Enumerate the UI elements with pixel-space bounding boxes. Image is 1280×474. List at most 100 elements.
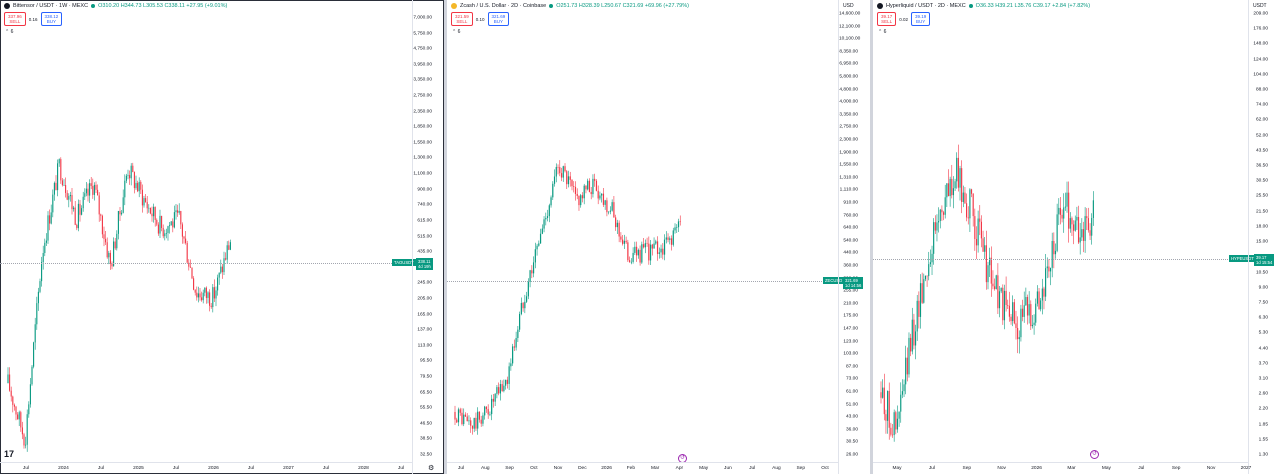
indicators-toggle[interactable]: ⌃ 6 — [878, 29, 887, 35]
sell-button[interactable]: 39.17 SELL — [877, 12, 897, 26]
candle-down — [151, 213, 153, 217]
candlestick-plot[interactable] — [873, 0, 1248, 462]
candle-down — [205, 287, 207, 298]
candle-up — [630, 261, 632, 263]
chart-pane-hype[interactable]: Hyperliquid / USDT · 2D · MEXC O36.33 H3… — [873, 0, 1280, 474]
buy-button[interactable]: 39.19 BUY — [911, 12, 931, 26]
time-axis[interactable]: May Jul Sep Nov 2026 Mar May Jul Sep Nov 2027 — [873, 462, 1251, 474]
candle-down — [635, 246, 638, 256]
candle-down — [180, 210, 182, 225]
candle-up — [47, 215, 49, 241]
candle-down — [172, 221, 174, 228]
candle-down — [97, 189, 99, 196]
goto-realtime-icon[interactable]: ↺ — [1090, 450, 1099, 459]
price-axis[interactable]: USD 14,600.00 12,100.00 10,100.00 8,350.00 6… — [838, 0, 870, 474]
symbol-title[interactable]: Zcash / U.S. Dollar · 2D · Coinbase — [460, 3, 547, 9]
candle-up — [903, 384, 905, 392]
symbol-title[interactable]: Hyperliquid / USDT · 2D · MEXC — [886, 3, 966, 9]
candle-down — [149, 207, 151, 214]
buy-button[interactable]: 321.69 BUY — [487, 12, 510, 26]
candle-up — [552, 183, 554, 198]
candle-down — [595, 180, 598, 191]
candlestick-plot[interactable] — [0, 0, 412, 462]
buy-button[interactable]: 338.12 BUY — [40, 12, 63, 26]
price-tick-label: 8,350.00 — [839, 49, 858, 55]
candle-down — [485, 406, 488, 410]
time-axis[interactable]: Jul Aug Sep Oct Nov Dec 2026 Feb Mar Apr May Jun Jul… — [447, 462, 838, 474]
candle-up — [494, 393, 496, 402]
candle-up — [660, 248, 662, 253]
price-tick-label: 515.00 — [417, 234, 432, 239]
candle-down — [941, 209, 943, 213]
candle-up — [936, 222, 938, 231]
candle-up — [887, 390, 889, 421]
candle-up — [929, 262, 931, 265]
candle-up — [1020, 308, 1022, 338]
candle-up — [499, 384, 502, 394]
price-tick-label: 51.00 — [845, 402, 858, 408]
candle-down — [459, 409, 461, 413]
time-tick-label: Mar — [1067, 466, 1076, 471]
candle-up — [674, 227, 676, 231]
candle-up — [121, 212, 123, 215]
candle-down — [967, 217, 969, 219]
candle-up — [1018, 337, 1020, 340]
price-axis[interactable]: 7,000.00 5,750.00 4,750.00 3,950.00 3,350.00… — [412, 0, 444, 474]
time-axis[interactable]: Jul 2024 Jul 2025 Jul 2026 Jul 2027 Jul 2028 Jul — [0, 462, 412, 474]
indicators-toggle[interactable]: ⌃ 6 — [452, 29, 461, 35]
candle-up — [1023, 305, 1025, 317]
candle-down — [1086, 216, 1088, 219]
time-tick-label: Oct — [530, 466, 538, 471]
candlestick-plot[interactable] — [447, 0, 838, 462]
tradingview-logo-icon[interactable]: 17 — [4, 449, 15, 459]
candle-down — [1043, 288, 1045, 297]
candle-up — [919, 283, 922, 317]
candle-down — [906, 357, 908, 375]
candle-down — [1071, 218, 1073, 225]
sell-button[interactable]: 337.96 SELL — [4, 12, 26, 26]
candle-up — [1056, 214, 1058, 251]
price-tick-label: 95.50 — [419, 358, 432, 364]
candle-down — [133, 172, 135, 189]
candle-down — [199, 293, 201, 298]
candle-up — [649, 244, 652, 261]
candle-up — [524, 301, 526, 309]
candle-up — [473, 417, 475, 429]
price-tick-label: 615.00 — [417, 218, 432, 224]
price-tick-label: 87.00 — [845, 364, 858, 370]
price-tick-label: 7,000.00 — [413, 15, 432, 21]
chart-pane-tao[interactable]: Bittensor / USDT · 1W · MEXC O310.20 H34… — [0, 0, 444, 474]
candle-down — [137, 182, 139, 192]
candle-down — [990, 257, 992, 284]
candle-up — [135, 182, 137, 189]
candle-down — [228, 245, 230, 250]
time-tick-label: Nov — [997, 466, 1006, 471]
candle-down — [1038, 291, 1040, 310]
candle-down — [1030, 304, 1032, 327]
chart-pane-zec[interactable]: Zcash / U.S. Dollar · 2D · Coinbase O251… — [447, 0, 870, 474]
symbol-title[interactable]: Bittensor / USDT · 1W · MEXC — [13, 3, 89, 9]
candle-down — [79, 203, 81, 215]
candle-up — [28, 404, 30, 415]
candle-up — [653, 243, 655, 249]
candle-down — [573, 186, 575, 187]
candle-up — [204, 287, 206, 293]
price-axis[interactable]: USDT 209.00 176.00 148.00 124.00 104.00 88.00… — [1248, 0, 1280, 474]
candle-down — [186, 243, 188, 263]
candle-up — [482, 415, 484, 424]
candle-down — [627, 242, 629, 261]
candle-up — [1049, 267, 1052, 272]
candle-down — [1048, 266, 1050, 272]
indicators-toggle[interactable]: ⌃ 6 — [5, 29, 14, 35]
price-tick-label: 176.00 — [1253, 26, 1268, 32]
candle-down — [622, 239, 624, 244]
pane-divider[interactable] — [444, 0, 447, 474]
pane-divider[interactable] — [870, 0, 873, 474]
candle-up — [89, 183, 91, 196]
time-tick-label: Apr — [675, 466, 684, 471]
gear-icon[interactable]: ⚙ — [428, 465, 435, 472]
candle-up — [939, 209, 941, 221]
candle-down — [560, 173, 563, 178]
candle-up — [34, 324, 36, 343]
sell-button[interactable]: 321.59 SELL — [451, 12, 473, 26]
